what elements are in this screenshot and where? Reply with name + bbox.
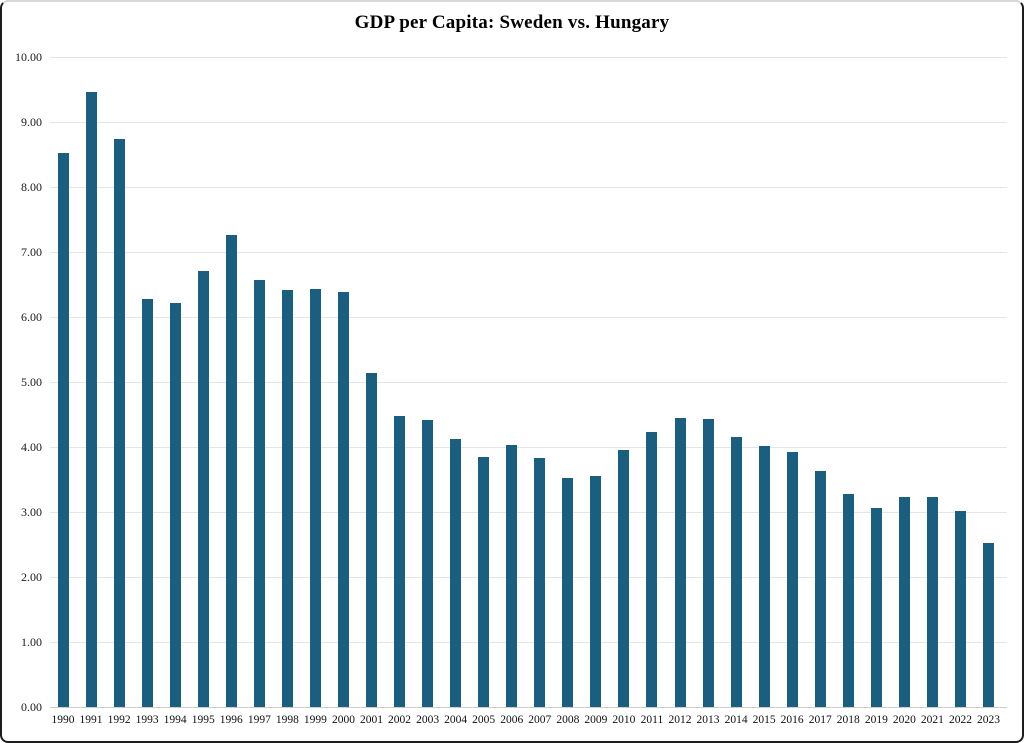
bar-2017 (814, 471, 826, 707)
bar-1990 (57, 153, 69, 707)
xtick-label-1997: 1997 (247, 714, 271, 726)
xtick-label-1993: 1993 (135, 714, 159, 726)
xtick-label-2010: 2010 (612, 714, 636, 726)
gridline-1.00 (50, 642, 1007, 643)
xtick-label-2004: 2004 (444, 714, 468, 726)
ytick-label-7.00: 7.00 (21, 245, 42, 259)
gridline-0.00 (50, 707, 1007, 708)
xtick-label-1990: 1990 (51, 714, 75, 726)
ytick-label-9.00: 9.00 (21, 115, 42, 129)
xtick-label-2014: 2014 (724, 714, 748, 726)
bar-1993 (141, 299, 153, 707)
xtick-label-2007: 2007 (528, 714, 552, 726)
bar-2006 (506, 445, 518, 707)
xtick-label-1995: 1995 (191, 714, 215, 726)
bar-2002 (394, 416, 406, 707)
xtick-label-1999: 1999 (303, 714, 327, 726)
xtick-label-2008: 2008 (556, 714, 580, 726)
xtick-label-1992: 1992 (107, 714, 131, 726)
xtick-label-2005: 2005 (472, 714, 496, 726)
bar-2008 (562, 478, 574, 707)
bar-2010 (618, 450, 630, 707)
xtick-label-1996: 1996 (219, 714, 243, 726)
ytick-label-1.00: 1.00 (21, 635, 42, 649)
bar-2013 (702, 419, 714, 707)
bar-2019 (870, 508, 882, 707)
gridline-6.00 (50, 317, 1007, 318)
ytick-label-3.00: 3.00 (21, 505, 42, 519)
bar-2004 (450, 439, 462, 707)
xtick-label-1994: 1994 (163, 714, 187, 726)
ytick-label-10.00: 10.00 (15, 50, 42, 64)
bar-2011 (646, 432, 658, 707)
ytick-label-6.00: 6.00 (21, 310, 42, 324)
bar-2012 (674, 418, 686, 707)
xtick-label-2002: 2002 (388, 714, 412, 726)
xtick-label-2013: 2013 (696, 714, 720, 726)
xtick-label-2018: 2018 (836, 714, 860, 726)
gridline-4.00 (50, 447, 1007, 448)
bar-1999 (309, 289, 321, 707)
bar-2007 (534, 458, 546, 707)
gridline-9.00 (50, 122, 1007, 123)
bar-2018 (842, 494, 854, 707)
ytick-label-0.00: 0.00 (21, 700, 42, 714)
gridline-3.00 (50, 512, 1007, 513)
chart-title: GDP per Capita: Sweden vs. Hungary (354, 12, 670, 33)
xtick-label-2021: 2021 (920, 714, 944, 726)
bar-2000 (337, 292, 349, 707)
bar-2005 (478, 457, 490, 707)
ytick-label-4.00: 4.00 (21, 440, 42, 454)
ytick-label-2.00: 2.00 (21, 570, 42, 584)
xtick-label-2022: 2022 (948, 714, 972, 726)
bar-1996 (225, 235, 237, 707)
xtick-label-2012: 2012 (668, 714, 692, 726)
xtick-label-2006: 2006 (500, 714, 524, 726)
xtick-label-2000: 2000 (331, 714, 355, 726)
xtick-label-2009: 2009 (584, 714, 608, 726)
bar-1992 (113, 139, 125, 707)
bar-2020 (898, 497, 910, 707)
xtick-label-2016: 2016 (780, 714, 804, 726)
ytick-label-8.00: 8.00 (21, 180, 42, 194)
bar-1994 (169, 303, 181, 707)
xtick-label-2019: 2019 (864, 714, 888, 726)
bar-2016 (786, 452, 798, 707)
bar-1991 (85, 92, 97, 707)
gridline-7.00 (50, 252, 1007, 253)
xtick-label-2011: 2011 (640, 714, 664, 726)
bar-2015 (758, 446, 770, 707)
bar-1998 (281, 290, 293, 707)
xtick-label-1998: 1998 (275, 714, 299, 726)
bar-1997 (253, 280, 265, 707)
gridline-8.00 (50, 187, 1007, 188)
gridline-5.00 (50, 382, 1007, 383)
xtick-label-2015: 2015 (752, 714, 776, 726)
bar-2014 (730, 437, 742, 707)
bar-2001 (366, 373, 377, 707)
bar-2023 (983, 543, 994, 707)
xtick-label-2003: 2003 (416, 714, 440, 726)
bar-2022 (954, 511, 966, 707)
ytick-label-5.00: 5.00 (21, 375, 42, 389)
bar-1995 (197, 271, 209, 707)
xtick-label-2023: 2023 (977, 714, 1000, 726)
gridline-2.00 (50, 577, 1007, 578)
gridline-10.00 (50, 57, 1007, 58)
xtick-label-2017: 2017 (808, 714, 832, 726)
xtick-label-2001: 2001 (360, 714, 383, 726)
bar-2003 (422, 420, 434, 707)
bar-2021 (926, 497, 938, 707)
xtick-label-2020: 2020 (892, 714, 916, 726)
bar-2009 (590, 476, 602, 707)
xtick-label-1991: 1991 (79, 714, 103, 726)
